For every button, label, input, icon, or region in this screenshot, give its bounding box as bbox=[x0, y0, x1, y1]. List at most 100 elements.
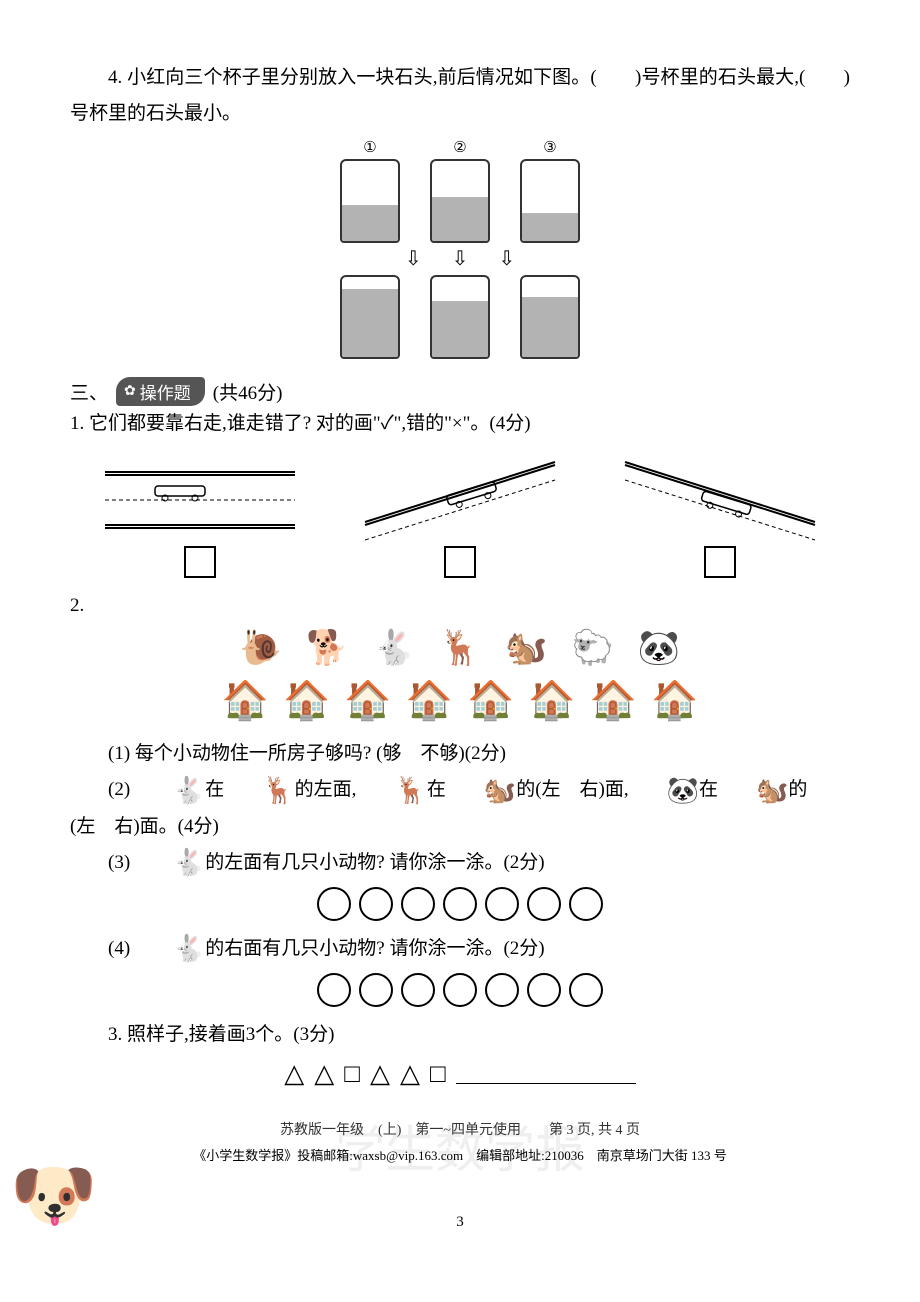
fill-circle[interactable] bbox=[527, 887, 561, 921]
cup-col-2: ② bbox=[430, 138, 490, 243]
q3-2-1: (1) 每个小动物住一所房子够吗? (够 不够)(2分) bbox=[70, 736, 850, 772]
house-icon: 🏠 bbox=[344, 682, 391, 720]
house-icon: 🏠 bbox=[406, 682, 453, 720]
fill-circle[interactable] bbox=[401, 973, 435, 1007]
fill-circle[interactable] bbox=[359, 973, 393, 1007]
q4-mid: )号杯里的石头最大,( bbox=[635, 67, 805, 88]
t: 在 bbox=[205, 779, 224, 800]
animal-icon: 🐌 bbox=[240, 632, 282, 666]
shape: △ bbox=[370, 1059, 390, 1089]
checkbox-2[interactable] bbox=[444, 546, 476, 578]
fill-circle[interactable] bbox=[401, 887, 435, 921]
house-icon: 🏠 bbox=[651, 682, 698, 720]
fill-circle[interactable] bbox=[317, 973, 351, 1007]
t: (4) bbox=[108, 938, 135, 959]
cup-label-1: ① bbox=[363, 138, 376, 157]
shape: △ bbox=[284, 1059, 304, 1089]
q3-1-roads bbox=[70, 452, 850, 542]
deer-icon: 🦌 bbox=[356, 778, 426, 804]
cups-before: ① ② ③ bbox=[70, 138, 850, 243]
fill-circle[interactable] bbox=[485, 887, 519, 921]
animal-icon: 🐑 bbox=[572, 632, 614, 666]
t: 的右面有几只小动物? 请你涂一涂。(2分) bbox=[205, 938, 544, 959]
cup-col-3: ③ bbox=[520, 138, 580, 243]
q3-2-3: (3) 🐇的左面有几只小动物? 请你涂一涂。(2分) bbox=[70, 845, 850, 881]
house-icon: 🏠 bbox=[467, 682, 514, 720]
section-number: 三、 bbox=[70, 378, 108, 405]
shape: □ bbox=[344, 1059, 360, 1089]
t: 在 bbox=[427, 779, 446, 800]
circles-row-2 bbox=[70, 973, 850, 1007]
t: 的 bbox=[788, 779, 807, 800]
shape: △ bbox=[400, 1059, 420, 1089]
answer-blank[interactable] bbox=[456, 1063, 636, 1084]
cups-after bbox=[70, 275, 850, 359]
fill-circle[interactable] bbox=[485, 973, 519, 1007]
section-badge: 操作题 bbox=[116, 377, 205, 406]
cup-after-1 bbox=[340, 275, 400, 359]
animal-icon: 🦌 bbox=[439, 632, 481, 666]
road-2 bbox=[355, 452, 565, 542]
cup-after-3 bbox=[520, 275, 580, 359]
footer-line-1: 苏教版一年级 (上) 第一~四单元使用 第 3 页, 共 4 页 bbox=[70, 1119, 850, 1139]
animal-icon: 🐼 bbox=[638, 632, 680, 666]
pattern-row: △ △ □ △ △ □ bbox=[70, 1059, 850, 1089]
section-3-header: 三、 操作题 (共46分) bbox=[70, 377, 850, 406]
page-number: 3 bbox=[70, 1214, 850, 1231]
cups-arrows: ⇩ ⇩ ⇩ bbox=[70, 249, 850, 269]
q3-2-2-tail: (左 右)面。(4分) bbox=[70, 809, 850, 845]
q3-1-text: 1. 它们都要靠右走,谁走错了? 对的画"✓",错的"×"。(4分) bbox=[70, 406, 850, 442]
animals-row: 🐌 🐕 🐇 🦌 🐿️ 🐑 🐼 bbox=[70, 632, 850, 666]
t: 的左面有几只小动物? 请你涂一涂。(2分) bbox=[205, 852, 544, 873]
t: (2) bbox=[108, 779, 135, 800]
q3-3-text: 3. 照样子,接着画3个。(3分) bbox=[70, 1017, 850, 1053]
fill-circle[interactable] bbox=[569, 973, 603, 1007]
arrow-icon: ⇩ bbox=[452, 249, 469, 269]
squirrel-icon: 🐿️ bbox=[718, 778, 788, 804]
arrow-icon: ⇩ bbox=[498, 249, 515, 269]
checkbox-3[interactable] bbox=[704, 546, 736, 578]
t: 的(左 右)面, bbox=[516, 779, 628, 800]
fill-circle[interactable] bbox=[317, 887, 351, 921]
fill-circle[interactable] bbox=[443, 973, 477, 1007]
house-icon: 🏠 bbox=[590, 682, 637, 720]
fill-circle[interactable] bbox=[359, 887, 393, 921]
squirrel-icon: 🐿️ bbox=[446, 778, 516, 804]
q3-2-prefix: 2. bbox=[70, 588, 850, 624]
arrow-icon: ⇩ bbox=[405, 249, 422, 269]
houses-row: 🏠 🏠 🏠 🏠 🏠 🏠 🏠 🏠 bbox=[70, 682, 850, 720]
mascot-icon: 🐶 bbox=[10, 1162, 97, 1232]
cup-col-1: ① bbox=[340, 138, 400, 243]
cup-before-2 bbox=[430, 159, 490, 243]
q3-2-2: (2) 🐇在🦌的左面,🦌在🐿️的(左 右)面,🐼在🐿️的 bbox=[70, 772, 850, 808]
house-icon: 🏠 bbox=[222, 682, 269, 720]
checkbox-1[interactable] bbox=[184, 546, 216, 578]
t: 的左面, bbox=[295, 779, 357, 800]
road-1 bbox=[95, 452, 305, 542]
shape: □ bbox=[430, 1059, 446, 1089]
shape: △ bbox=[314, 1059, 334, 1089]
q3-1-checkboxes bbox=[70, 546, 850, 578]
cup-before-3 bbox=[520, 159, 580, 243]
animal-icon: 🐿️ bbox=[505, 632, 547, 666]
animal-icon: 🐕 bbox=[306, 632, 348, 666]
house-icon: 🏠 bbox=[528, 682, 575, 720]
footer-line-2: 《小学生数学报》投稿邮箱:waxsb@vip.163.com 编辑部地址:210… bbox=[70, 1145, 850, 1164]
house-icon: 🏠 bbox=[283, 682, 330, 720]
deer-icon: 🦌 bbox=[224, 778, 294, 804]
cup-after-2 bbox=[430, 275, 490, 359]
q3-2-4: (4) 🐇的右面有几只小动物? 请你涂一涂。(2分) bbox=[70, 931, 850, 967]
fill-circle[interactable] bbox=[569, 887, 603, 921]
circles-row-1 bbox=[70, 887, 850, 921]
rabbit-icon: 🐇 bbox=[135, 850, 205, 876]
animal-icon: 🐇 bbox=[372, 632, 414, 666]
t: (3) bbox=[108, 852, 135, 873]
cup-label-2: ② bbox=[453, 138, 466, 157]
section-points: (共46分) bbox=[213, 378, 283, 405]
fill-circle[interactable] bbox=[527, 973, 561, 1007]
rabbit-icon: 🐇 bbox=[135, 936, 205, 962]
cup-label-3: ③ bbox=[543, 138, 556, 157]
road-3 bbox=[615, 452, 825, 542]
fill-circle[interactable] bbox=[443, 887, 477, 921]
q4-text: 4. 小红向三个杯子里分别放入一块石头,前后情况如下图。( )号杯里的石头最大,… bbox=[70, 60, 850, 132]
